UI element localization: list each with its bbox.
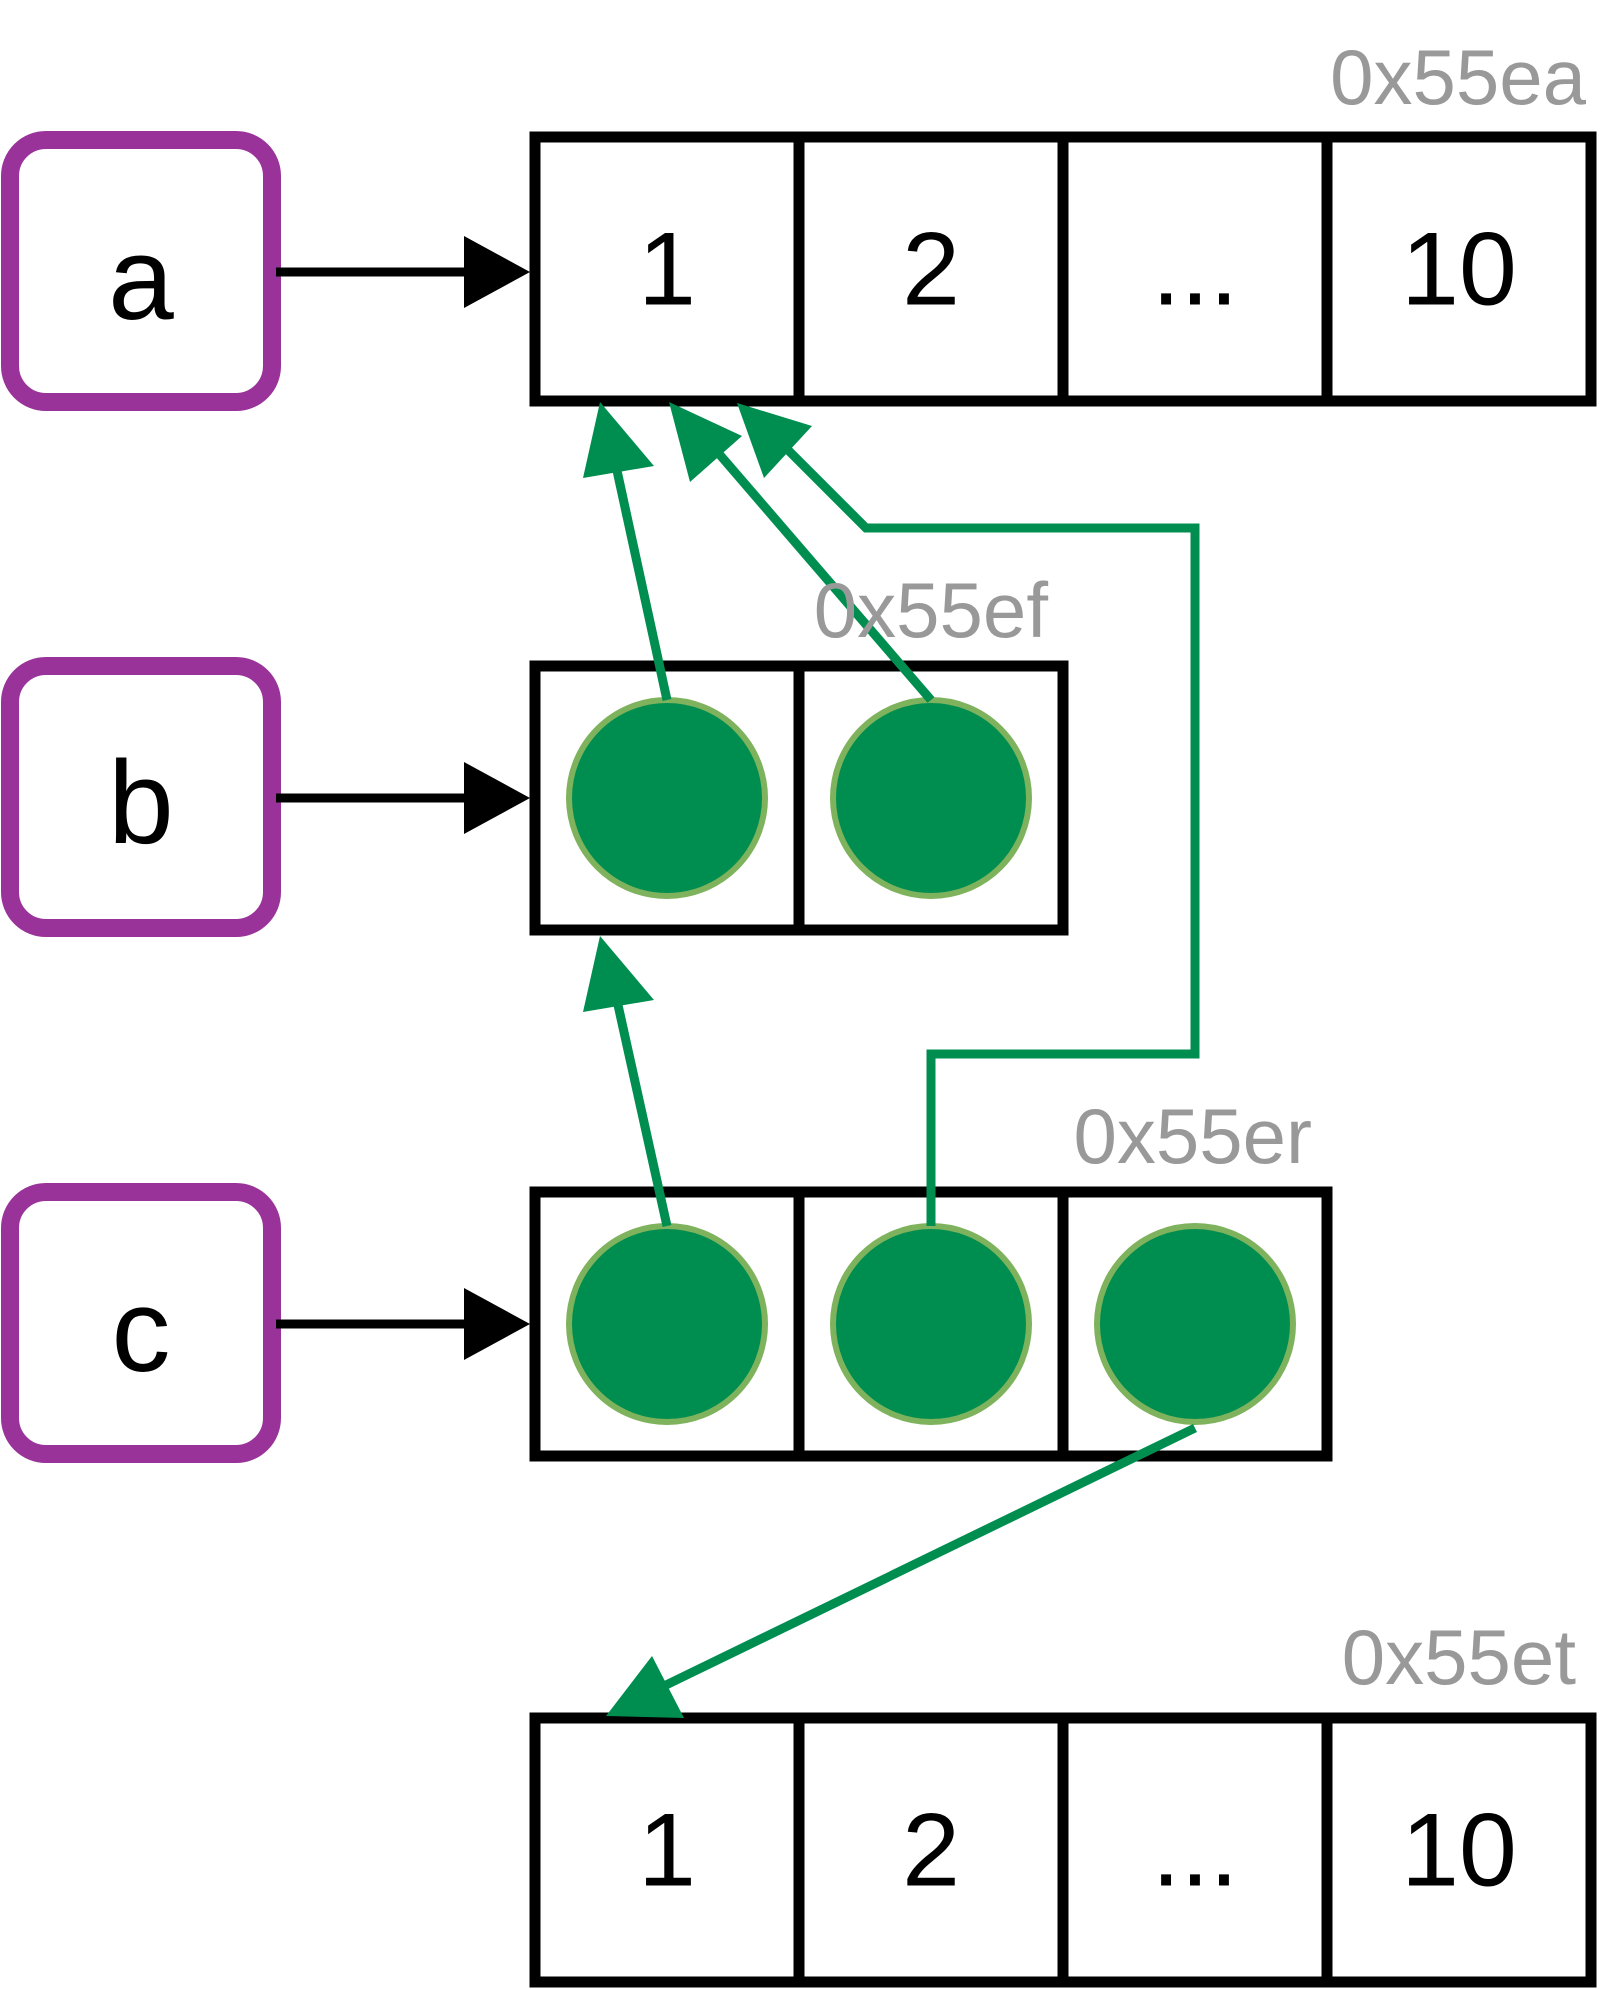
vector-t-value-2: 2 xyxy=(902,1792,960,1908)
vector-a-value-2: 2 xyxy=(902,211,960,327)
variable-b-label: b xyxy=(108,737,174,869)
variable-a: a xyxy=(1,131,281,411)
reference-arrow-c2-to-a xyxy=(737,403,1200,1226)
vector-t-address: 0x55et xyxy=(1342,1613,1577,1701)
vector-a-cell-3 xyxy=(1057,131,1333,407)
list-c-address: 0x55er xyxy=(1074,1092,1313,1180)
reference-arrow-b2-to-a xyxy=(669,402,935,703)
vector-t-value-1: 1 xyxy=(638,1792,696,1908)
vector-t-value-4: 10 xyxy=(1401,1792,1517,1908)
vector-a-address: 0x55ea xyxy=(1330,33,1587,121)
vector-t-cell-4 xyxy=(1321,1712,1597,1988)
list-b xyxy=(529,660,1069,936)
vector-t-cell-2 xyxy=(793,1712,1069,1988)
list-b-reference-dot-2 xyxy=(830,697,1032,899)
binding-arrow-c xyxy=(276,1288,530,1360)
binding-arrow-a xyxy=(276,236,530,308)
variable-b: b xyxy=(1,657,281,937)
list-c: 0x55er xyxy=(529,1092,1333,1462)
vector-a-cell-4 xyxy=(1321,131,1597,407)
vector-t: 1 2 ... 10 0x55et xyxy=(529,1613,1597,1988)
vector-t-cell-1 xyxy=(529,1712,805,1988)
variable-c: c xyxy=(1,1183,281,1463)
list-c-reference-dot-3 xyxy=(1094,1223,1296,1425)
vector-a: 1 2 ... 10 0x55ea xyxy=(529,33,1597,407)
variable-a-label: a xyxy=(108,213,174,345)
vector-a-cell-1 xyxy=(529,131,805,407)
list-b-reference-dot-1 xyxy=(566,697,768,899)
vector-t-value-3: ... xyxy=(1152,1792,1239,1908)
binding-arrow-b xyxy=(276,762,530,834)
vector-a-value-4: 10 xyxy=(1401,211,1517,327)
vector-t-cell-3 xyxy=(1057,1712,1333,1988)
variable-c-label: c xyxy=(112,1265,171,1397)
list-c-reference-dot-2 xyxy=(830,1223,1032,1425)
reference-arrow-b1-to-a xyxy=(583,402,672,701)
list-b-address: 0x55ef xyxy=(814,566,1049,654)
vector-a-cell-2 xyxy=(793,131,1069,407)
vector-a-value-1: 1 xyxy=(638,211,696,327)
reference-arrow-c3-to-t xyxy=(606,1423,1197,1718)
list-c-reference-dot-1 xyxy=(566,1223,768,1425)
reference-arrow-c1-to-b xyxy=(583,936,672,1227)
vector-a-value-3: ... xyxy=(1152,211,1239,327)
